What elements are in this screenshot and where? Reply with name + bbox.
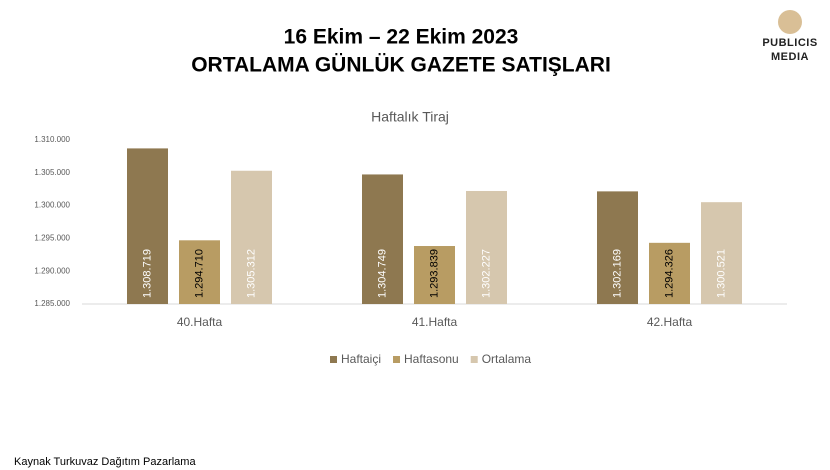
legend-label: Haftasonu — [404, 352, 459, 366]
logo-icon — [778, 10, 802, 34]
value-label: 1.293.839 — [428, 249, 440, 298]
y-tick-label: 1.300.000 — [34, 201, 70, 210]
y-tick-label: 1.295.000 — [34, 234, 70, 243]
value-label: 1.294.326 — [663, 249, 675, 298]
legend-label: Ortalama — [482, 352, 532, 366]
y-tick-label: 1.305.000 — [34, 168, 70, 177]
source: Kaynak Turkuvaz Dağıtım Pazarlama — [14, 456, 196, 468]
x-tick-label: 42.Hafta — [647, 315, 693, 329]
bar — [597, 191, 638, 304]
legend-swatch — [470, 356, 478, 363]
x-tick-label: 40.Hafta — [177, 315, 223, 329]
bar — [179, 240, 220, 304]
bar — [466, 190, 507, 304]
value-label: 1.308.719 — [141, 249, 153, 298]
logo-line1: PUBLICIS — [762, 37, 817, 49]
logo-line2: MEDIA — [771, 51, 809, 63]
legend-label: Haftaiçi — [341, 352, 381, 366]
value-label: 1.302.169 — [611, 249, 623, 298]
bar — [127, 148, 168, 304]
legend-swatch — [330, 356, 337, 363]
value-label: 1.302.227 — [480, 249, 492, 298]
y-tick-label: 1.285.000 — [34, 299, 70, 308]
bar — [701, 202, 742, 304]
bar — [414, 246, 455, 304]
bar — [649, 242, 690, 304]
x-tick-label: 41.Hafta — [412, 315, 458, 329]
logo: PUBLICIS MEDIA — [762, 10, 817, 63]
value-label: 1.300.521 — [715, 249, 727, 298]
title-line1: 16 Ekim – 22 Ekim 2023 — [284, 26, 519, 49]
value-label: 1.294.710 — [193, 249, 205, 298]
y-tick-label: 1.310.000 — [34, 135, 70, 144]
y-tick-label: 1.290.000 — [34, 266, 70, 275]
value-label: 1.304.749 — [376, 249, 388, 298]
legend-swatch — [393, 356, 401, 363]
bar — [231, 170, 272, 304]
bar — [362, 174, 403, 304]
title-line2: ORTALAMA GÜNLÜK GAZETE SATIŞLARI — [191, 54, 611, 77]
value-label: 1.305.312 — [245, 249, 257, 298]
chart-title: Haftalık Tiraj — [371, 109, 449, 125]
